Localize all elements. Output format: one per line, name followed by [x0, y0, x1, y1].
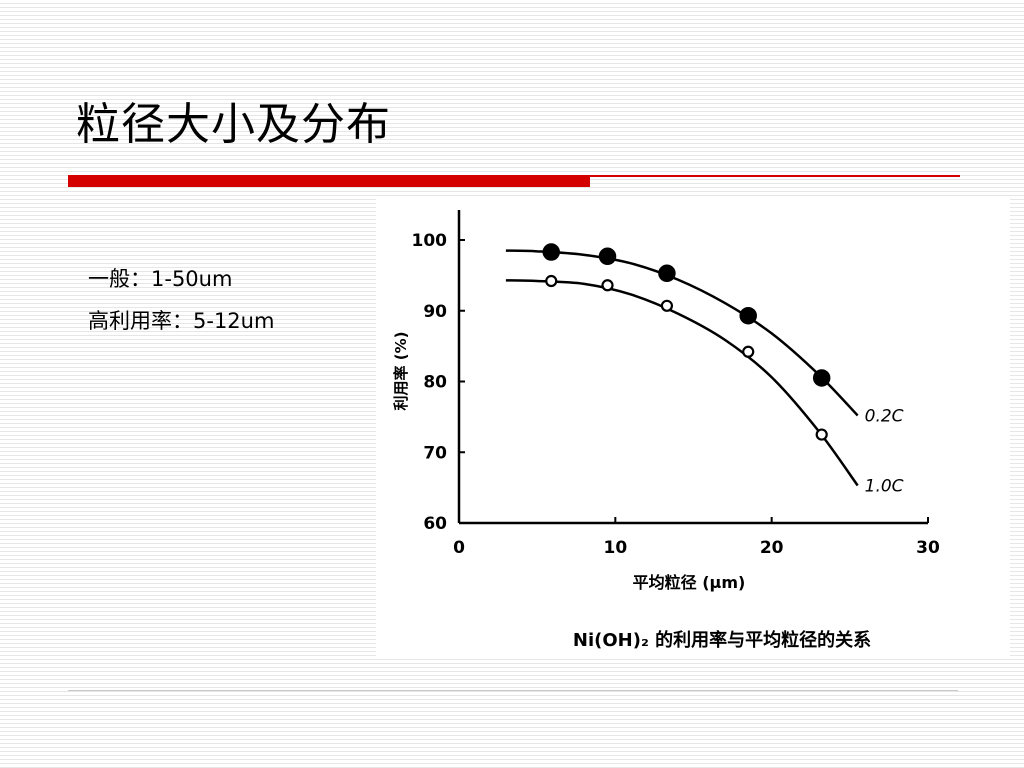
data-point-filled: [658, 264, 676, 283]
y-tick-label: 100: [412, 231, 448, 251]
data-point-open: [742, 345, 755, 358]
chart-axes: 60 70 80 90 100 0 10 20 30: [412, 210, 940, 558]
data-point-open: [815, 428, 828, 441]
chart-curves: [505, 249, 859, 487]
slide-title: 粒径大小及分布: [76, 99, 391, 150]
x-axis-label: 平均粒径 (μm): [633, 573, 746, 592]
chart-labels: 利用率 (%) 平均粒径 (μm) Ni(OH)₂ 的利用率与平均粒径的关系: [392, 332, 871, 651]
footer-divider: [68, 690, 958, 691]
data-point-open: [545, 274, 558, 288]
data-point-filled: [598, 247, 617, 266]
x-tick-label: 0: [453, 538, 465, 558]
y-tick-label: 60: [423, 514, 447, 534]
x-tick-label: 10: [603, 538, 627, 558]
data-point-filled: [542, 243, 560, 261]
series-line-1-0c: [505, 279, 859, 487]
data-point-open: [601, 279, 614, 292]
bullet-item-general-range: 一般：1-50um: [88, 267, 233, 291]
chart-markers: 0.2C 1.0C: [542, 243, 904, 497]
x-tick-label: 20: [760, 538, 784, 558]
x-tick-label: 30: [916, 538, 940, 558]
title-underline-thick: [68, 175, 590, 187]
data-point-filled: [739, 306, 757, 325]
y-tick-label: 70: [423, 443, 447, 463]
series-label-1-0c: 1.0C: [865, 477, 904, 497]
y-tick-label: 90: [423, 302, 447, 322]
bullet-item-high-utilization-range: 高利用率：5-12um: [88, 309, 275, 333]
y-tick-label: 80: [423, 373, 447, 393]
bullet-list: 一般：1-50um 高利用率：5-12um: [88, 268, 274, 352]
title-underline-thin: [590, 175, 960, 177]
data-point-open: [660, 299, 674, 312]
series-line-0-2c: [505, 249, 859, 417]
series-label-0-2c: 0.2C: [865, 406, 904, 426]
data-point-filled: [812, 369, 831, 387]
chart-panel: 60 70 80 90 100 0 10 20 30 0.2C 1.0C 利用率 (%) 平均粒径…: [376, 196, 1010, 658]
y-axis-label: 利用率 (%): [392, 332, 410, 411]
utilization-vs-particle-size-chart: 60 70 80 90 100 0 10 20 30 0.2C 1.0C 利用率 (%) 平均粒径…: [392, 210, 940, 651]
chart-caption: Ni(OH)₂ 的利用率与平均粒径的关系: [573, 629, 871, 651]
